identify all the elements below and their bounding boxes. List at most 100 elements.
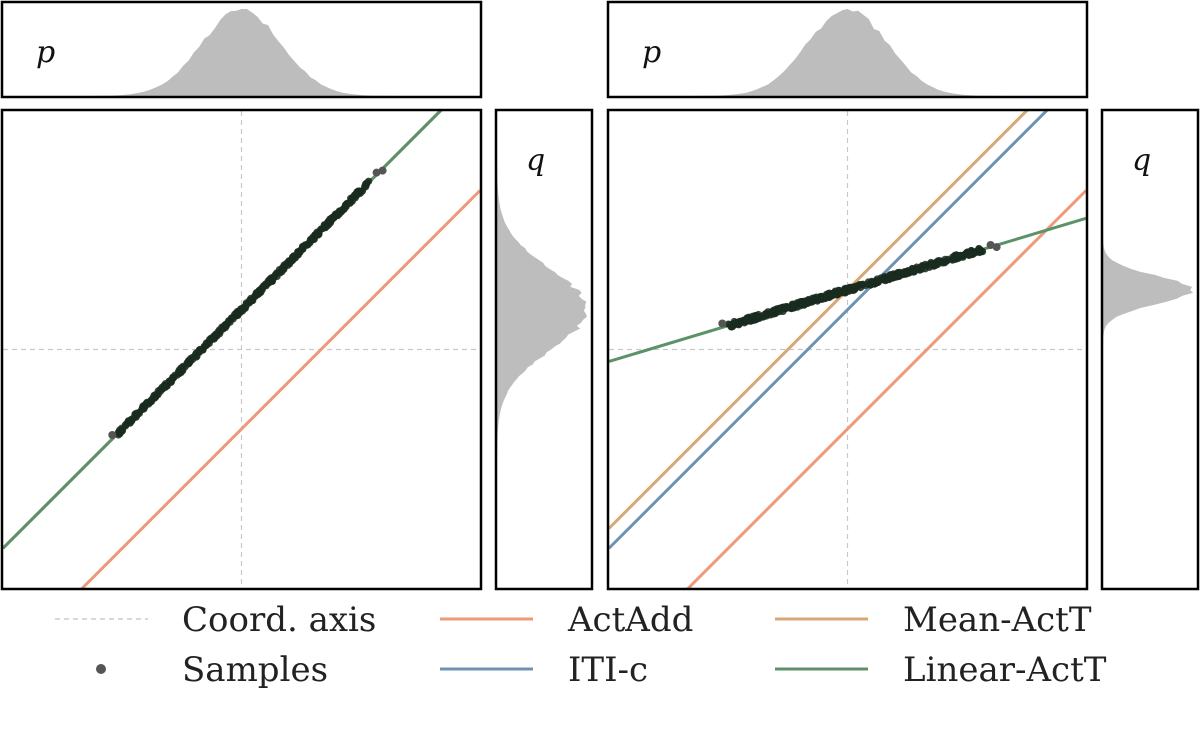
- sample-point: [850, 286, 859, 294]
- sample-point: [203, 340, 211, 348]
- sample-point: [992, 243, 1001, 252]
- panel-2-main-plot: [606, 108, 1089, 591]
- sample-point: [831, 287, 839, 295]
- legend-item-linear-act: Linear-ActT: [775, 650, 1107, 690]
- sample-point: [918, 262, 927, 270]
- panel-2-main-frame: [606, 108, 1089, 591]
- legend-coord-axis-label: Coord. axis: [182, 600, 376, 640]
- sample-point: [248, 297, 256, 305]
- panel-1-right-marginal: q: [494, 108, 594, 591]
- sample-point: [226, 318, 234, 326]
- sample-point: [256, 288, 264, 296]
- legend-item-coord-axis: Coord. axis: [55, 600, 376, 640]
- sample-point: [270, 274, 278, 282]
- legend-actadd-label: ActAdd: [567, 600, 693, 640]
- sample-point: [941, 258, 950, 266]
- sample-point: [815, 294, 824, 302]
- sample-point: [770, 306, 778, 314]
- panel-2-top-frame: [606, 0, 1089, 99]
- panel-1-q-label: q: [526, 143, 545, 178]
- panel-1-samples: [108, 166, 387, 439]
- panel-1-p-label: p: [36, 35, 55, 70]
- sample-point: [221, 324, 229, 332]
- sample-point: [143, 398, 151, 406]
- sample-point: [179, 363, 187, 371]
- sample-point: [895, 272, 903, 281]
- legend-mean-act-label: Mean-ActT: [903, 600, 1092, 640]
- sample-point: [957, 251, 965, 259]
- sample-point: [948, 256, 957, 264]
- sample-point: [307, 235, 315, 243]
- sample-point: [334, 212, 342, 220]
- panel-1: p q: [0, 0, 594, 591]
- sample-point: [743, 317, 751, 325]
- sample-point: [986, 241, 995, 249]
- sample-point: [903, 267, 911, 275]
- sample-point: [795, 298, 803, 306]
- sample-point: [786, 304, 795, 312]
- sample-point: [361, 180, 370, 188]
- sample-point: [324, 218, 332, 227]
- sample-point: [108, 431, 117, 439]
- legend: Coord. axis Samples ActAdd ITI-c Mean-Ac…: [55, 600, 1107, 690]
- sample-point: [199, 346, 207, 354]
- sample-point: [152, 393, 160, 401]
- sample-point: [875, 276, 883, 284]
- legend-samples-swatch: [96, 664, 106, 674]
- panel-1-top-frame: [0, 0, 483, 99]
- sample-point: [927, 261, 935, 269]
- panel-2-line-iti-c: [609, 111, 1049, 550]
- legend-linear-act-label: Linear-ActT: [903, 650, 1107, 690]
- sample-point: [273, 269, 281, 277]
- sample-point: [779, 307, 787, 316]
- sample-point: [167, 376, 175, 384]
- sample-point: [825, 292, 834, 300]
- sample-point: [175, 370, 183, 378]
- panel-2-q-histogram: [1103, 111, 1193, 588]
- legend-item-iti-c: ITI-c: [440, 650, 648, 690]
- sample-point: [289, 256, 297, 264]
- panel-1-q-histogram: [497, 111, 587, 588]
- sample-point: [805, 297, 813, 305]
- panel-2-q-histogram-shape: [1103, 111, 1193, 588]
- sample-point: [909, 266, 917, 274]
- panel-1-main-frame: [0, 108, 483, 591]
- panel-1-q-histogram-shape: [497, 111, 587, 588]
- panel-1-top-marginal: p: [0, 0, 483, 99]
- sample-point: [116, 426, 124, 434]
- sample-point: [845, 287, 853, 295]
- sample-point: [260, 282, 268, 290]
- legend-item-actadd: ActAdd: [440, 600, 693, 640]
- sample-point: [353, 188, 361, 196]
- panel-1-right-frame: [494, 108, 594, 591]
- legend-item-samples: Samples: [96, 650, 328, 690]
- panel-2-q-label: q: [1132, 143, 1151, 178]
- sample-point: [242, 301, 250, 310]
- legend-item-mean-act: Mean-ActT: [775, 600, 1092, 640]
- panel-2: p q: [606, 0, 1200, 591]
- sample-point: [212, 330, 220, 338]
- panel-2-p-histogram-shape: [609, 9, 1086, 96]
- panel-1-main-plot: [0, 108, 483, 591]
- panel-2-line-actadd: [686, 189, 1086, 588]
- sample-point: [346, 198, 355, 206]
- panel-1-p-histogram-shape: [3, 9, 480, 96]
- sample-point: [294, 251, 302, 259]
- panel-2-top-marginal: p: [606, 0, 1089, 99]
- sample-point: [328, 214, 336, 222]
- sample-point: [185, 357, 193, 365]
- sample-point: [280, 264, 288, 272]
- panel-2-p-histogram: [609, 9, 1086, 96]
- sample-point: [864, 278, 872, 286]
- sample-point: [735, 320, 743, 328]
- sample-point: [749, 312, 757, 320]
- sample-point: [760, 313, 768, 321]
- sample-point: [239, 307, 247, 315]
- sample-point: [317, 225, 325, 233]
- panel-1-p-histogram: [3, 9, 480, 96]
- panel-1-line-actadd: [80, 189, 480, 588]
- panel-2-series: [609, 111, 1086, 588]
- panel-2-p-label: p: [642, 35, 661, 70]
- sample-point: [234, 311, 242, 320]
